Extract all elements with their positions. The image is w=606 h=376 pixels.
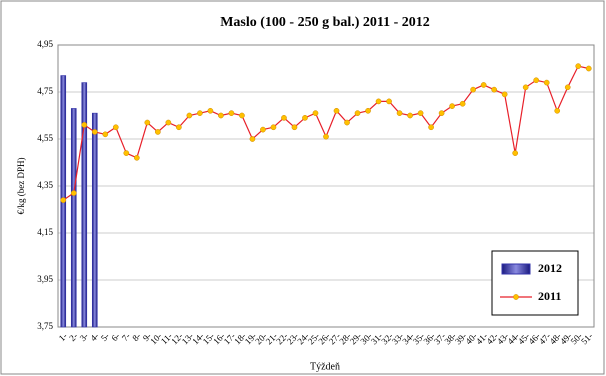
bar: [70, 108, 77, 328]
marker: [186, 112, 193, 119]
marker: [501, 91, 508, 98]
y-tick-label: 3,95: [37, 274, 53, 284]
marker: [207, 107, 214, 114]
marker: [491, 86, 498, 93]
marker: [260, 126, 266, 133]
marker: [176, 124, 182, 131]
marker: [564, 84, 571, 91]
marker: [81, 122, 88, 128]
marker: [270, 124, 277, 131]
marker: [522, 84, 529, 91]
marker: [333, 107, 340, 114]
marker: [228, 110, 235, 117]
marker: [365, 107, 371, 114]
marker: [533, 77, 540, 84]
y-tick-label: 4,95: [37, 39, 53, 49]
legend-label: 2011: [538, 289, 561, 303]
marker: [417, 110, 424, 117]
marker: [428, 124, 434, 131]
marker: [386, 98, 392, 105]
bar: [81, 82, 88, 328]
marker: [323, 133, 329, 140]
legend-label: 2012: [538, 261, 562, 275]
marker: [512, 150, 519, 156]
legend: 2012 2011: [491, 250, 579, 316]
x-axis-label: Týždeň: [310, 361, 340, 372]
marker: [396, 110, 403, 117]
marker: [480, 82, 487, 88]
marker: [575, 63, 582, 70]
marker: [585, 65, 592, 72]
marker: [197, 110, 203, 117]
y-tick-label: 3,75: [37, 321, 53, 331]
marker: [165, 119, 172, 126]
marker: [344, 119, 350, 126]
marker: [102, 131, 109, 138]
marker: [438, 110, 445, 117]
y-axis-label: €/kg (bez DPH): [16, 158, 26, 215]
y-tick-label: 4,35: [37, 180, 53, 190]
marker: [281, 115, 287, 121]
marker: [459, 100, 466, 107]
y-tick-label: 4,75: [37, 86, 53, 96]
marker: [291, 124, 298, 131]
marker: [554, 107, 561, 114]
chart-title: Maslo (100 - 250 g bal.) 2011 - 2012: [220, 15, 430, 30]
marker: [91, 129, 98, 135]
marker: [112, 124, 119, 131]
marker: [312, 110, 319, 117]
y-tick-label: 4,15: [37, 227, 53, 237]
legend-swatch: [501, 263, 531, 275]
y-tick-label: 4,55: [37, 133, 53, 143]
marker: [543, 79, 550, 86]
marker: [123, 150, 130, 156]
marker: [302, 115, 308, 121]
marker: [249, 136, 256, 142]
marker: [70, 190, 77, 196]
legend-marker: [513, 294, 519, 300]
marker: [144, 119, 151, 126]
marker: [239, 112, 245, 119]
marker: [375, 98, 382, 105]
plot-frame: [57, 44, 595, 328]
marker: [407, 112, 413, 119]
bar: [91, 112, 98, 328]
marker: [133, 154, 140, 161]
marker: [449, 103, 455, 109]
legend-frame: [491, 250, 579, 316]
marker: [60, 197, 67, 203]
marker: [154, 129, 161, 135]
marker: [470, 86, 476, 93]
marker: [354, 110, 361, 117]
marker: [218, 112, 224, 119]
